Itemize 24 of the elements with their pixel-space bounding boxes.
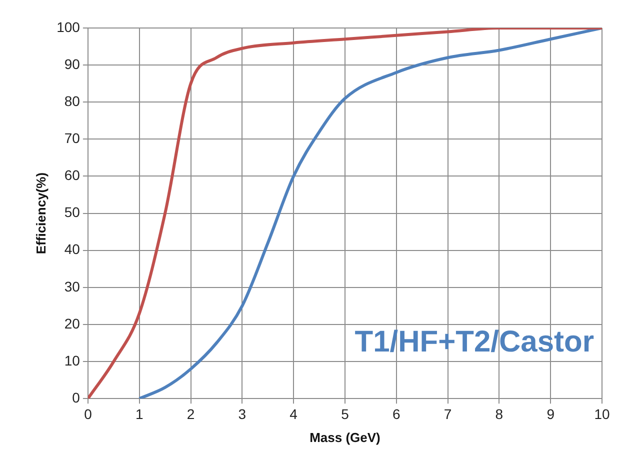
x-tick-label: 9 xyxy=(546,406,555,422)
y-tick-label: 60 xyxy=(64,167,80,184)
y-tick-label: 80 xyxy=(64,92,80,109)
y-tick-label: 50 xyxy=(64,204,80,220)
x-tick-label: 0 xyxy=(84,406,92,422)
x-tick-label: 3 xyxy=(238,406,246,422)
x-tick-label: 1 xyxy=(135,406,144,422)
y-axis-title: Efficiency(%) xyxy=(33,172,48,254)
x-tick-label: 10 xyxy=(594,406,610,422)
x-tick-label: 8 xyxy=(495,406,504,422)
y-tick-label: 10 xyxy=(64,352,80,368)
x-tick-label: 7 xyxy=(444,406,452,422)
y-tick-label: 100 xyxy=(56,18,80,35)
x-tick-label: 4 xyxy=(290,406,298,422)
x-axis-title: Mass (GeV) xyxy=(310,430,380,445)
y-tick-label: 70 xyxy=(64,130,80,146)
y-tick-label: 40 xyxy=(64,241,80,258)
y-tick-label: 30 xyxy=(64,278,80,294)
x-tick-label: 6 xyxy=(392,406,400,422)
y-tick-label: 90 xyxy=(64,56,80,72)
x-tick-label: 2 xyxy=(186,406,195,422)
y-tick-label: 0 xyxy=(72,389,80,406)
x-tick-label: 5 xyxy=(341,406,350,422)
y-tick-label: 20 xyxy=(64,315,80,332)
